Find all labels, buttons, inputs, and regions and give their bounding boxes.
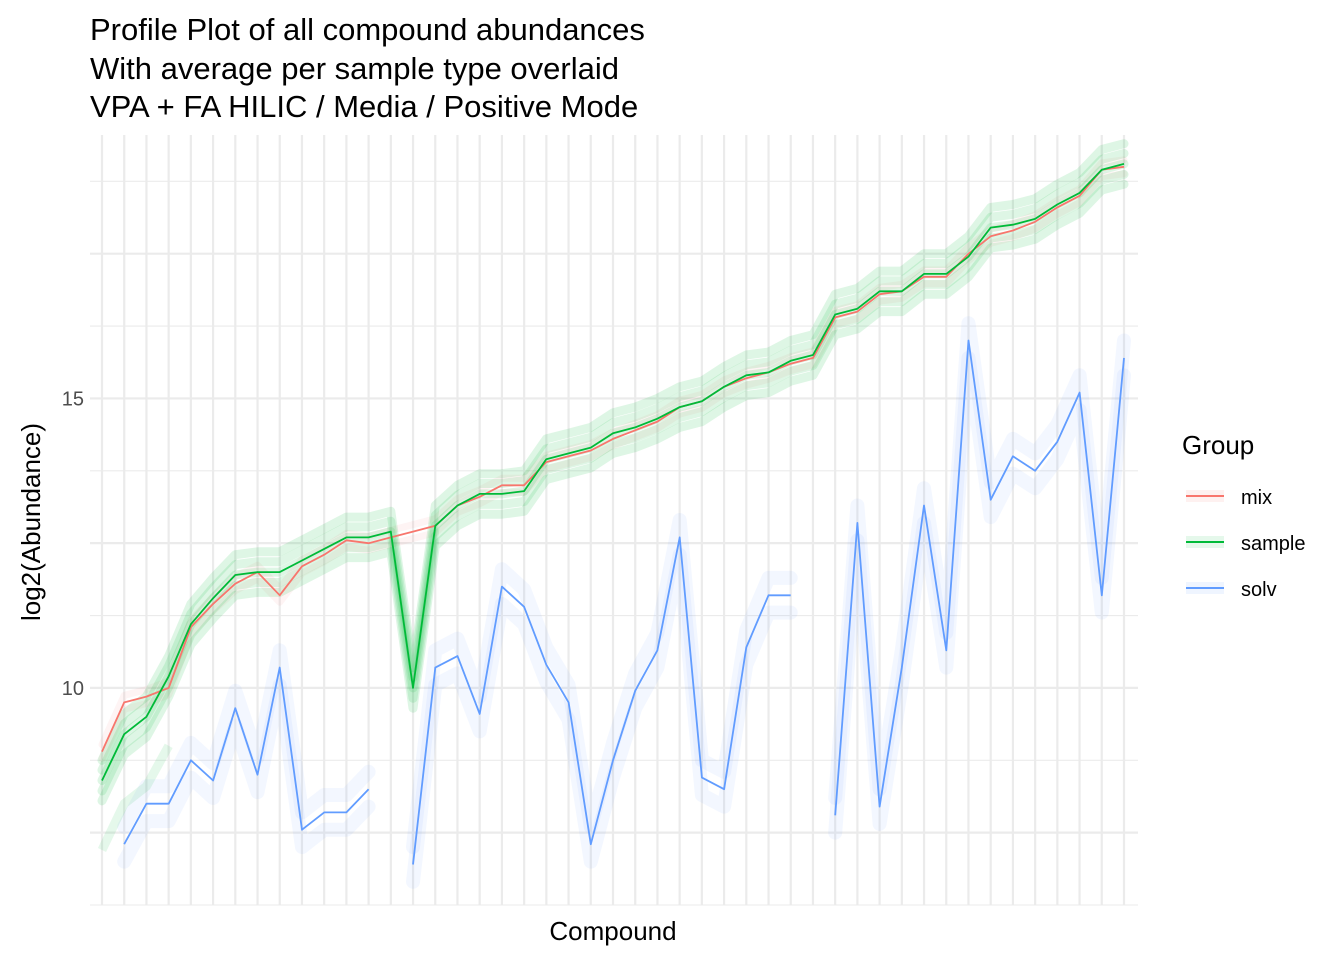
y-axis-title: log2(Abundance) xyxy=(16,423,46,621)
legend-item-sample: sample xyxy=(1186,533,1305,555)
sample-profile-band-solv xyxy=(406,547,798,889)
sample-profile-band-sample xyxy=(97,149,1129,775)
sample-profile-band-mix xyxy=(98,170,1128,762)
sample-profile-band-sample-outlier xyxy=(97,743,173,852)
title-line-3: VPA + FA HILIC / Media / Positive Mode xyxy=(90,89,638,124)
mean-line-solv xyxy=(412,536,791,865)
x-axis-title: Compound xyxy=(549,916,676,946)
sample-profile-band-solv xyxy=(406,513,798,855)
chart-title: Profile Plot of all compound abundances … xyxy=(90,12,645,124)
mean-line-sample xyxy=(101,163,1125,781)
legend-label-solv: solv xyxy=(1241,579,1277,601)
legend-item-mix: mix xyxy=(1186,487,1272,509)
mean-line-solv xyxy=(123,666,370,845)
sample-profile-band-solv xyxy=(828,316,1131,805)
sample-profile-band-solv xyxy=(117,678,376,869)
legend: Group mix sample solv xyxy=(1182,430,1305,601)
sample-profile-band-sample xyxy=(97,139,1129,765)
y-axis-ticks: 10 15 xyxy=(62,388,84,699)
group-mean-lines xyxy=(101,163,1125,865)
mean-line-solv xyxy=(834,339,1125,816)
plot-panel xyxy=(90,135,1138,906)
sample-profile-band-mix xyxy=(98,156,1128,749)
legend-item-solv: solv xyxy=(1186,579,1277,601)
legend-label-mix: mix xyxy=(1241,487,1272,509)
sample-profile-band-solv xyxy=(117,643,376,834)
sample-profile-band-solv xyxy=(828,350,1131,840)
legend-title: Group xyxy=(1182,430,1254,460)
sample-profile-band-sample xyxy=(97,179,1129,806)
title-line-1: Profile Plot of all compound abundances xyxy=(90,12,645,47)
sample-profile-band-sample xyxy=(97,169,1129,796)
y-tick-label: 10 xyxy=(62,678,84,700)
title-line-2: With average per sample type overlaid xyxy=(90,51,619,86)
y-tick-label: 15 xyxy=(62,388,84,410)
legend-label-sample: sample xyxy=(1241,533,1305,555)
